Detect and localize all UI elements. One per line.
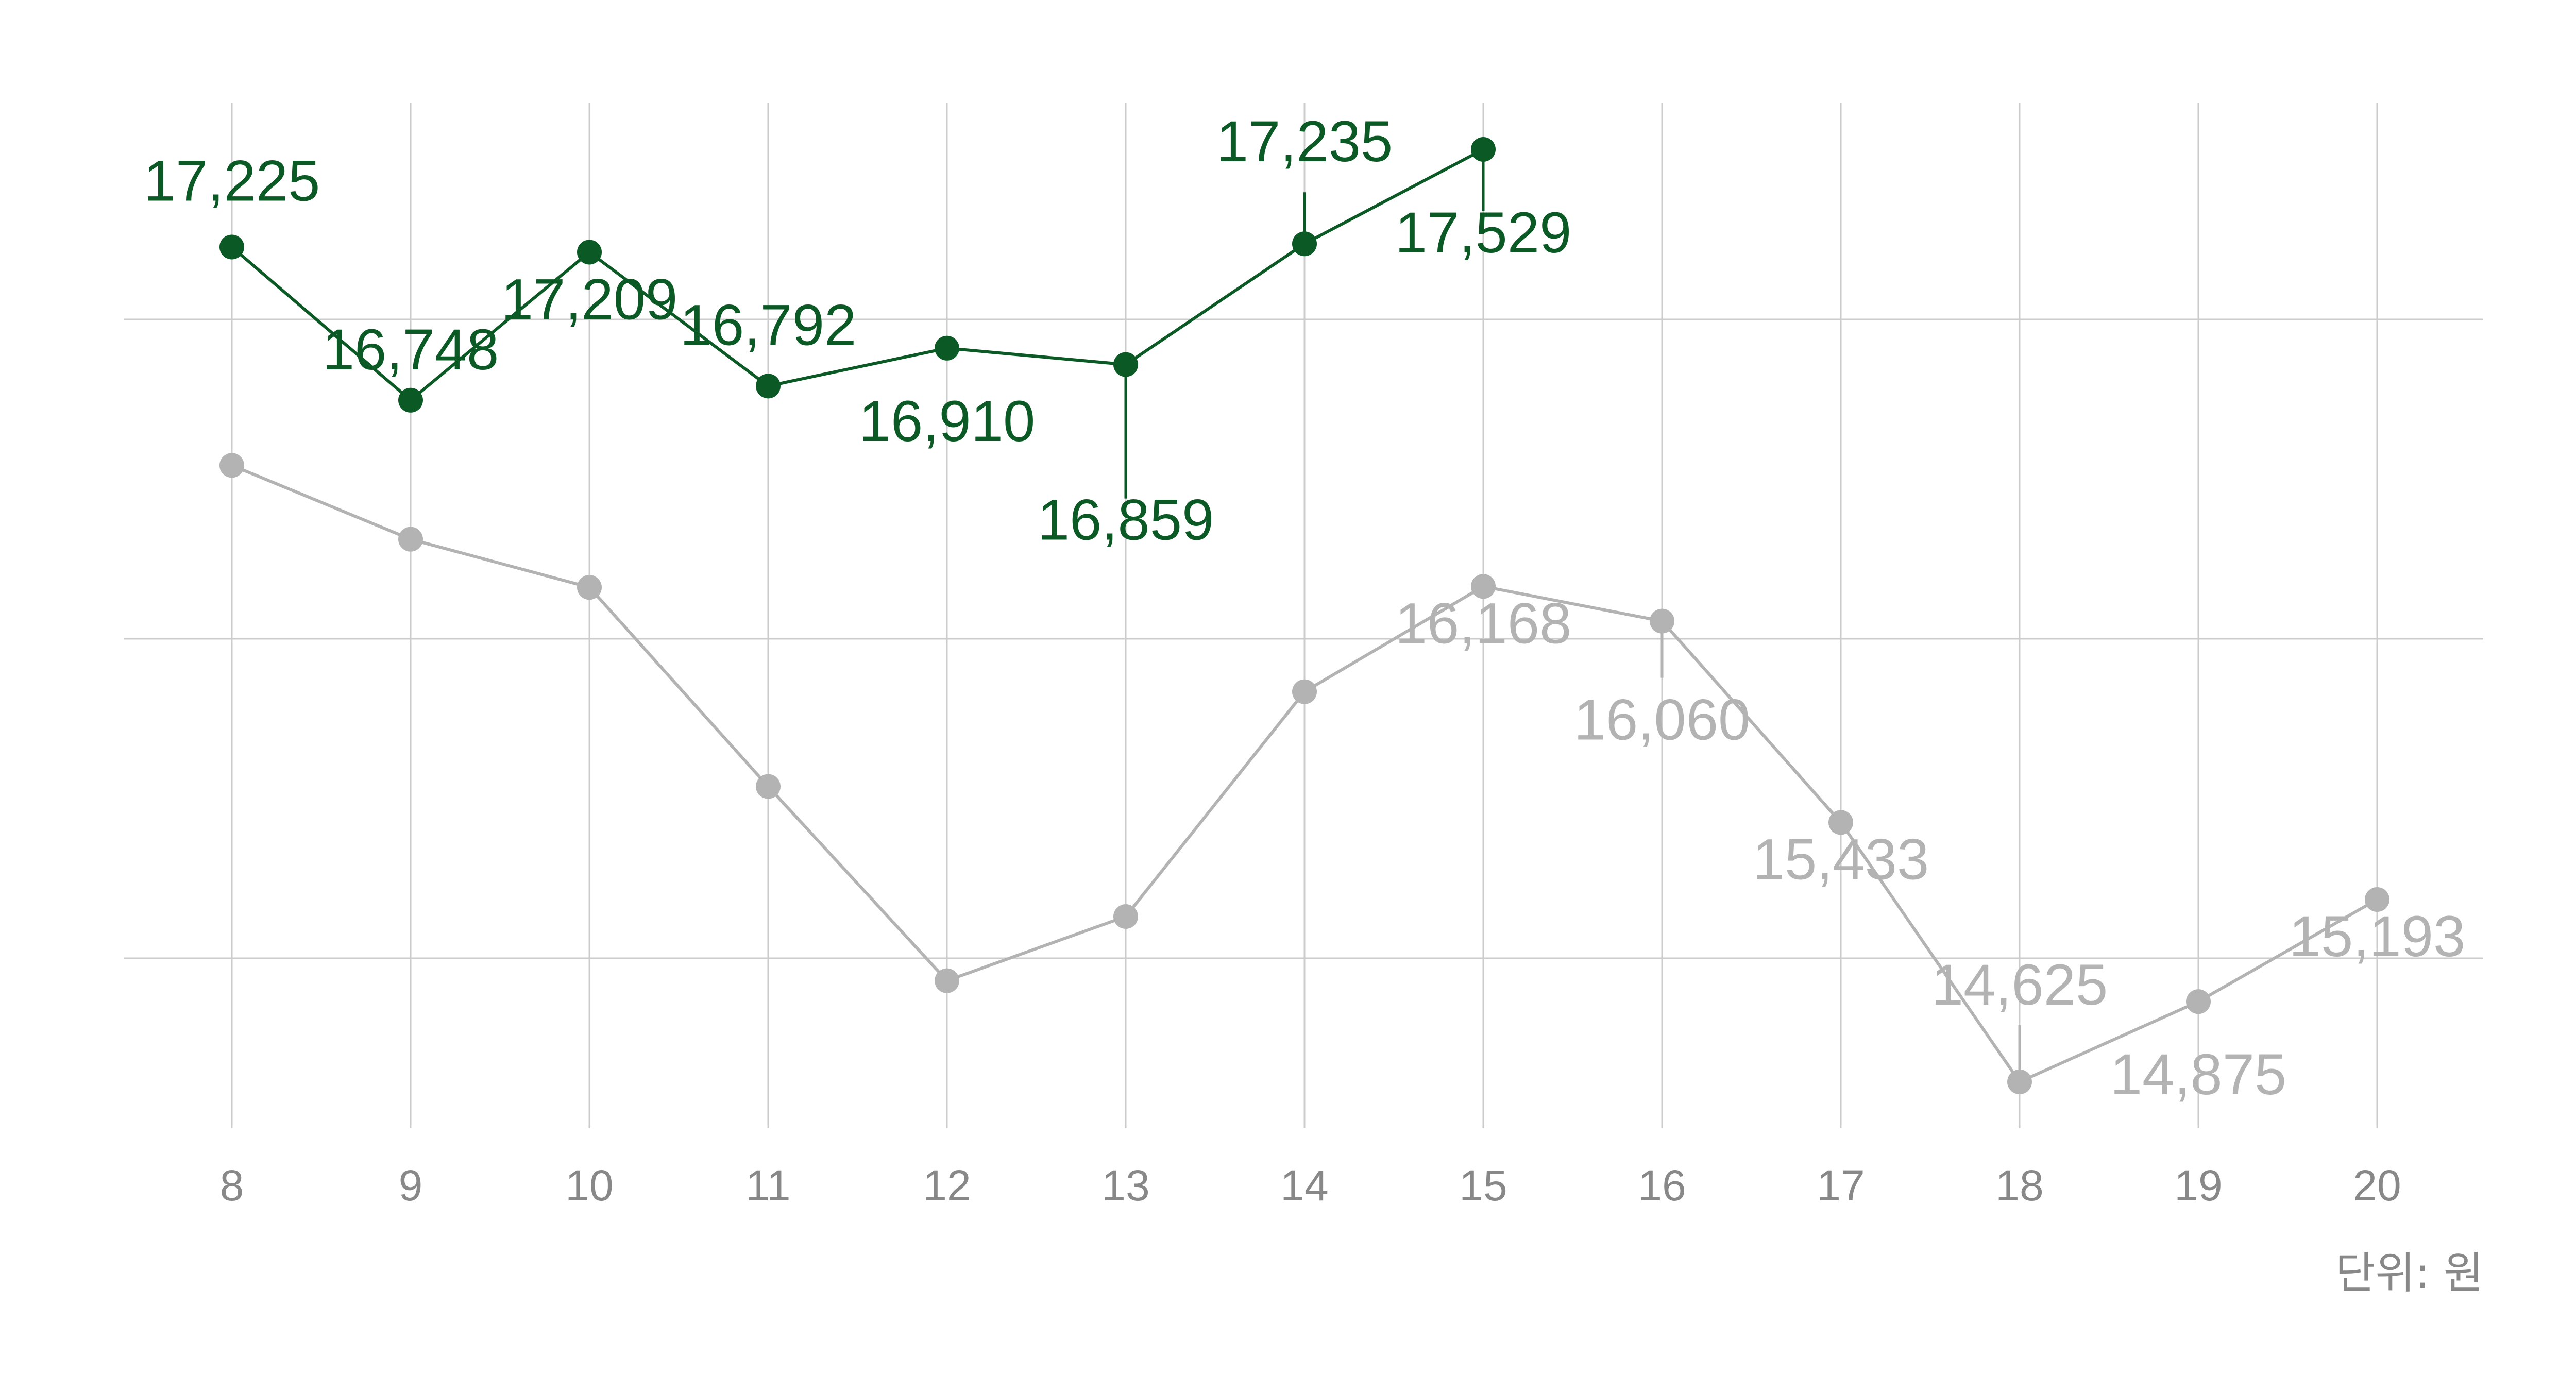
series-line [231,148,1484,402]
data-label: 16,168 [1395,591,1572,655]
x-tick-label: 20 [2353,1161,2401,1210]
data-point [1292,231,1317,257]
data-point [577,240,602,265]
x-tick-label: 15 [1459,1161,1507,1210]
x-tick-label: 18 [1995,1161,2043,1210]
data-point [756,374,781,399]
data-point [1113,904,1138,929]
data-point [2186,989,2211,1014]
data-point [1292,679,1317,704]
x-tick-label: 19 [2174,1161,2222,1210]
data-point [1650,608,1674,634]
unit-note: 단위: 원 [2335,1248,2483,1298]
data-point [2007,1070,2032,1094]
x-tick-label: 13 [1101,1161,1149,1210]
data-point [935,335,959,361]
data-label: 17,225 [144,148,320,213]
x-tick-label: 14 [1280,1161,1328,1210]
x-tick-label: 11 [745,1161,790,1210]
data-label: 17,235 [1216,109,1393,174]
data-label: 17,209 [501,267,678,331]
x-tick-label: 12 [923,1161,971,1210]
x-tick-label: 9 [399,1161,423,1210]
data-point [398,387,423,413]
data-label: 16,910 [859,389,1036,453]
data-point [1828,810,1853,835]
data-point [219,234,244,260]
data-point [577,575,602,600]
data-point [398,527,423,552]
data-label: 17,529 [1395,200,1572,265]
data-point [219,453,244,478]
data-label: 14,625 [1931,953,2108,1017]
data-label: 16,859 [1038,488,1214,552]
data-point [2365,887,2389,912]
data-point [935,968,959,993]
data-point [1471,574,1496,599]
data-points [219,137,2389,1094]
x-tick-label: 8 [220,1161,244,1210]
x-tick-label: 16 [1638,1161,1686,1210]
data-label: 15,433 [1753,827,1929,891]
data-point [1471,137,1496,162]
label-leaders [1124,149,2021,1082]
data-label: 16,060 [1574,688,1751,752]
data-label: 14,875 [2110,1042,2287,1107]
data-point [756,774,781,799]
data-label: 15,193 [2289,904,2466,969]
data-label: 16,792 [680,293,857,357]
data-point [1113,352,1138,377]
data-label: 16,748 [323,317,499,382]
x-tick-label: 17 [1817,1161,1865,1210]
x-axis-ticks: 8 9 10 11 12 13 14 15 16 17 18 19 20 [220,1161,2401,1210]
x-tick-label: 10 [565,1161,613,1210]
gridlines [124,103,2483,1128]
